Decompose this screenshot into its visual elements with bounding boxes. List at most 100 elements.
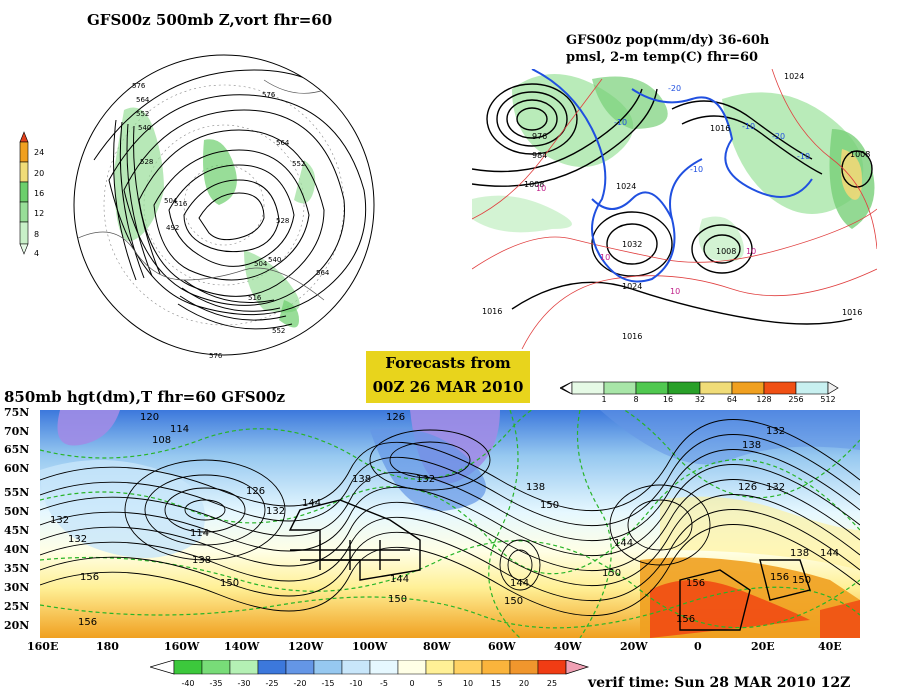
isobar-label: 1016	[482, 307, 502, 316]
temp-label: 10	[600, 253, 610, 262]
temp-label: -10	[614, 118, 627, 127]
isobar-label: 1008	[524, 180, 544, 189]
height-label: 132	[68, 534, 87, 545]
height-label: 150	[602, 568, 621, 579]
polar-contour-label: 540	[138, 124, 151, 132]
height-label: 138	[790, 548, 809, 559]
height-label: 138	[526, 482, 545, 493]
polar-cb-tick: 16	[34, 189, 44, 198]
850-panel-title: 850mb hgt(dm),T fhr=60 GFS00z	[4, 388, 285, 406]
precip-map: 976 984 1008 1024 1016 1032 1008 1016 10…	[472, 69, 877, 349]
polar-contour-label: 528	[276, 217, 289, 225]
cb-swatch	[509, 660, 539, 675]
isobar-label: 1008	[850, 150, 870, 159]
850-cb-tick: -10	[349, 679, 362, 688]
850-cb-tick: -15	[321, 679, 334, 688]
polar-contour-label: 576	[262, 91, 276, 99]
cb-swatch	[425, 660, 455, 675]
lat-axis: 75N 70N 65N 60N 55N 50N 45N 40N 35N 30N …	[0, 406, 40, 638]
polar-contour-label: 516	[174, 200, 188, 208]
lon-label: 40E	[818, 640, 842, 653]
height-label: 126	[246, 486, 265, 497]
lat-label: 40N	[4, 543, 30, 556]
polar-panel-title: GFS00z 500mb Z,vort fhr=60	[87, 11, 333, 29]
lon-label: 20W	[620, 640, 648, 653]
lat-label: 70N	[4, 425, 30, 438]
precip-cb-tick: 512	[820, 395, 835, 404]
isobar-label: 1008	[716, 247, 736, 256]
lat-label: 60N	[4, 462, 30, 475]
precip-panel-title-2: pmsl, 2-m temp(C) fhr=60	[566, 50, 759, 65]
polar-cb-tick: 12	[34, 209, 44, 218]
lon-label: 120W	[288, 640, 324, 653]
cb-swatch	[201, 660, 231, 675]
forecast-box-line1: Forecasts from	[385, 354, 511, 372]
polar-cb-tick: 4	[34, 249, 39, 258]
polar-contour-label: 576	[209, 352, 223, 360]
height-label: 126	[386, 412, 405, 423]
lon-label: 180	[96, 640, 119, 653]
lat-label: 50N	[4, 505, 30, 518]
isobar-label: 976	[532, 132, 547, 141]
polar-cb-tick: 24	[34, 148, 44, 157]
850-cb-tick: -25	[265, 679, 278, 688]
polar-contour-label: 516	[248, 294, 262, 302]
temp-label: 10	[746, 247, 756, 256]
height-label: 132	[50, 515, 69, 526]
polar-contour-label: 504	[254, 260, 268, 268]
height-label: 138	[192, 555, 211, 566]
cb-swatch	[369, 660, 399, 675]
precip-cb-tick: 64	[727, 395, 737, 404]
cb-swatch	[285, 660, 315, 675]
lon-label: 60W	[488, 640, 516, 653]
isobar-label: 1016	[842, 308, 862, 317]
polar-cb-tick: 20	[34, 169, 44, 178]
height-label: 156	[686, 578, 705, 589]
temp-label: -20	[668, 84, 681, 93]
cb-swatch	[257, 660, 287, 675]
lat-label: 55N	[4, 486, 30, 499]
lon-label: 80W	[423, 640, 451, 653]
lon-label: 100W	[352, 640, 388, 653]
polar-contour-label: 552	[136, 110, 149, 118]
polar-contour-label: 552	[292, 160, 305, 168]
height-label: 156	[770, 572, 789, 583]
temp-label: 10	[670, 287, 680, 296]
lat-label: 75N	[4, 406, 30, 419]
polar-map: 576 564 552 540 528 516 504 492 576 564 …	[73, 54, 375, 360]
isobar-label: 1016	[622, 332, 642, 341]
height-label: 126	[738, 482, 757, 493]
850-cb-tick: -20	[293, 679, 306, 688]
height-label: 144	[614, 538, 633, 549]
lon-axis: 160E 180 160W 140W 120W 100W 80W 60W 40W…	[0, 640, 900, 658]
lat-label: 45N	[4, 524, 30, 537]
height-label: 120	[140, 412, 159, 423]
polar-contour-label: 564	[316, 269, 330, 277]
lat-label: 20N	[4, 619, 30, 632]
lon-label: 160E	[27, 640, 59, 653]
height-label: 150	[388, 594, 407, 605]
height-label: 156	[78, 617, 97, 628]
height-label: 114	[170, 424, 189, 435]
isobar-label: 1016	[710, 124, 730, 133]
lat-label: 35N	[4, 562, 30, 575]
850-cb-tick: 15	[491, 679, 501, 688]
height-label: 150	[220, 578, 239, 589]
lon-label: 20E	[751, 640, 775, 653]
temp-label: 10	[536, 184, 546, 193]
height-label: 144	[820, 548, 839, 559]
lat-label: 25N	[4, 600, 30, 613]
height-label: 144	[390, 574, 409, 585]
850-cb-tick: 25	[547, 679, 557, 688]
lon-label: 0	[694, 640, 702, 653]
isobar-label: 1032	[622, 240, 642, 249]
polar-colorbar: 4 8 12 16 20 24	[19, 131, 44, 258]
height-label: 138	[352, 474, 371, 485]
precip-cb-tick: 128	[756, 395, 771, 404]
850-cb-tick: 20	[519, 679, 529, 688]
isobar-label: 1024	[622, 282, 642, 291]
isobar-label: 1024	[784, 72, 804, 81]
lon-label: 140W	[224, 640, 260, 653]
precip-cb-tick: 256	[788, 395, 803, 404]
polar-contour-label: 576	[132, 82, 146, 90]
